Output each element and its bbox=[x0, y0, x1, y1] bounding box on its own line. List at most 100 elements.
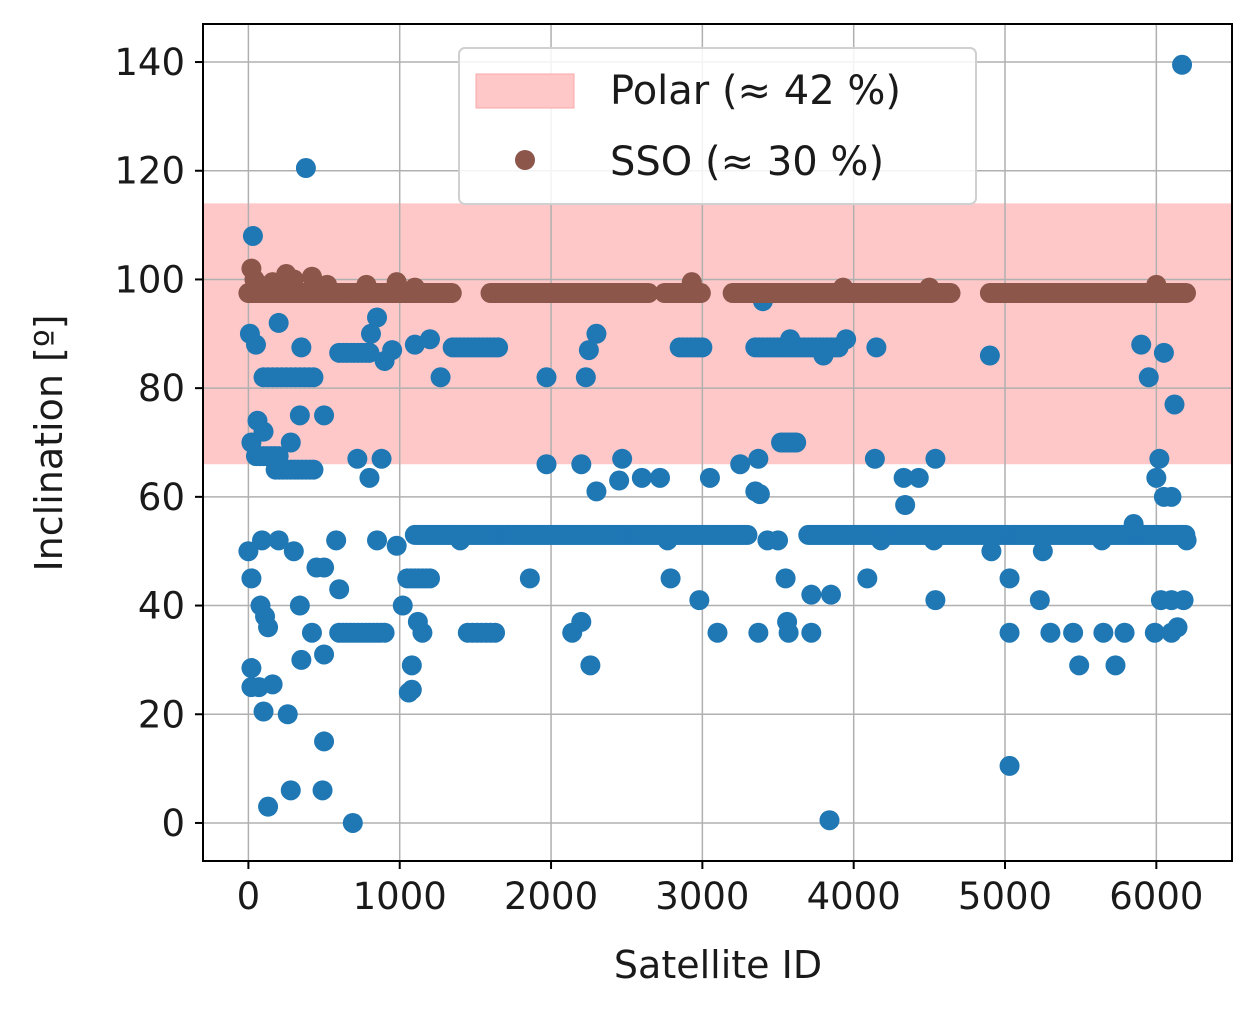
other-point bbox=[786, 432, 807, 453]
other-point bbox=[401, 655, 422, 676]
sso-point bbox=[301, 266, 322, 287]
other-point bbox=[1040, 622, 1061, 643]
ticks-layer: 0 1000 2000 3000 4000 5000 6000 0 20 40 60 80 100 120… bbox=[114, 41, 1203, 918]
other-point bbox=[1153, 342, 1174, 363]
other-point bbox=[923, 530, 944, 551]
other-point bbox=[360, 323, 381, 344]
other-point bbox=[1131, 334, 1152, 355]
other-point bbox=[707, 622, 728, 643]
polar-band-layer bbox=[203, 203, 1232, 465]
sso-point bbox=[940, 283, 961, 304]
other-point bbox=[1091, 530, 1112, 551]
other-point bbox=[1149, 448, 1170, 469]
x-tick-label: 6000 bbox=[1109, 875, 1203, 918]
other-point bbox=[586, 481, 607, 502]
other-point bbox=[925, 590, 946, 611]
other-point bbox=[277, 704, 298, 725]
other-point bbox=[268, 312, 289, 333]
other-point bbox=[268, 530, 289, 551]
other-point bbox=[314, 731, 335, 752]
other-point bbox=[1161, 486, 1182, 507]
legend-polar-label: Polar (≈ 42 %) bbox=[610, 68, 901, 114]
other-point bbox=[280, 780, 301, 801]
other-point bbox=[536, 367, 557, 388]
other-point bbox=[1164, 394, 1185, 415]
y-tick-label: 140 bbox=[114, 41, 185, 84]
legend-polar-swatch bbox=[475, 73, 575, 109]
other-point bbox=[748, 448, 769, 469]
sso-point bbox=[317, 274, 338, 295]
x-tick-label: 3000 bbox=[655, 875, 749, 918]
other-point bbox=[289, 595, 310, 616]
other-point bbox=[609, 470, 630, 491]
other-point bbox=[401, 679, 422, 700]
other-point bbox=[342, 812, 363, 833]
other-point bbox=[359, 342, 380, 363]
other-point bbox=[1138, 367, 1159, 388]
sso-point bbox=[1146, 274, 1167, 295]
other-point bbox=[268, 446, 289, 467]
legend-sso-marker bbox=[515, 150, 535, 170]
other-point bbox=[893, 467, 914, 488]
other-point bbox=[252, 530, 273, 551]
y-tick-label: 60 bbox=[138, 476, 185, 519]
other-point bbox=[737, 524, 758, 545]
other-point bbox=[1173, 590, 1194, 611]
other-point bbox=[374, 622, 395, 643]
other-point bbox=[419, 329, 440, 350]
other-point bbox=[578, 340, 599, 361]
other-point bbox=[347, 448, 368, 469]
other-point bbox=[1032, 541, 1053, 562]
points-layer bbox=[238, 54, 1197, 833]
other-point bbox=[371, 448, 392, 469]
other-point bbox=[580, 655, 601, 676]
other-point bbox=[326, 530, 347, 551]
other-point bbox=[283, 541, 304, 562]
other-point bbox=[979, 345, 1000, 366]
other-point bbox=[295, 158, 316, 179]
other-point bbox=[419, 568, 440, 589]
other-point bbox=[1069, 655, 1090, 676]
y-tick-label: 0 bbox=[161, 802, 185, 845]
other-point bbox=[245, 334, 266, 355]
other-point bbox=[571, 454, 592, 475]
other-point bbox=[1172, 54, 1193, 75]
other-point bbox=[258, 617, 279, 638]
other-point bbox=[699, 467, 720, 488]
other-point bbox=[660, 568, 681, 589]
other-point bbox=[908, 467, 929, 488]
other-point bbox=[367, 530, 388, 551]
other-point bbox=[253, 421, 274, 442]
other-point bbox=[801, 584, 822, 605]
polar-band bbox=[203, 203, 1232, 465]
other-point bbox=[857, 568, 878, 589]
other-point bbox=[329, 579, 350, 600]
other-point bbox=[575, 367, 596, 388]
other-point bbox=[801, 622, 822, 643]
other-point bbox=[780, 329, 801, 350]
sso-point bbox=[441, 283, 462, 304]
other-point bbox=[241, 568, 262, 589]
other-point bbox=[768, 530, 789, 551]
other-point bbox=[1169, 524, 1190, 545]
other-point bbox=[612, 448, 633, 469]
other-point bbox=[262, 674, 283, 695]
other-point bbox=[730, 454, 751, 475]
other-point bbox=[778, 622, 799, 643]
other-point bbox=[775, 568, 796, 589]
other-point bbox=[820, 584, 841, 605]
other-point bbox=[519, 568, 540, 589]
other-point bbox=[813, 345, 834, 366]
other-point bbox=[981, 541, 1002, 562]
y-tick-label: 120 bbox=[114, 150, 185, 193]
other-point bbox=[430, 367, 451, 388]
other-point bbox=[571, 611, 592, 632]
other-point bbox=[303, 459, 324, 480]
other-point bbox=[1123, 514, 1144, 535]
sso-point bbox=[638, 283, 659, 304]
other-point bbox=[925, 448, 946, 469]
other-point bbox=[657, 530, 678, 551]
other-point bbox=[314, 405, 335, 426]
other-point bbox=[404, 334, 425, 355]
x-tick-label: 5000 bbox=[958, 875, 1052, 918]
